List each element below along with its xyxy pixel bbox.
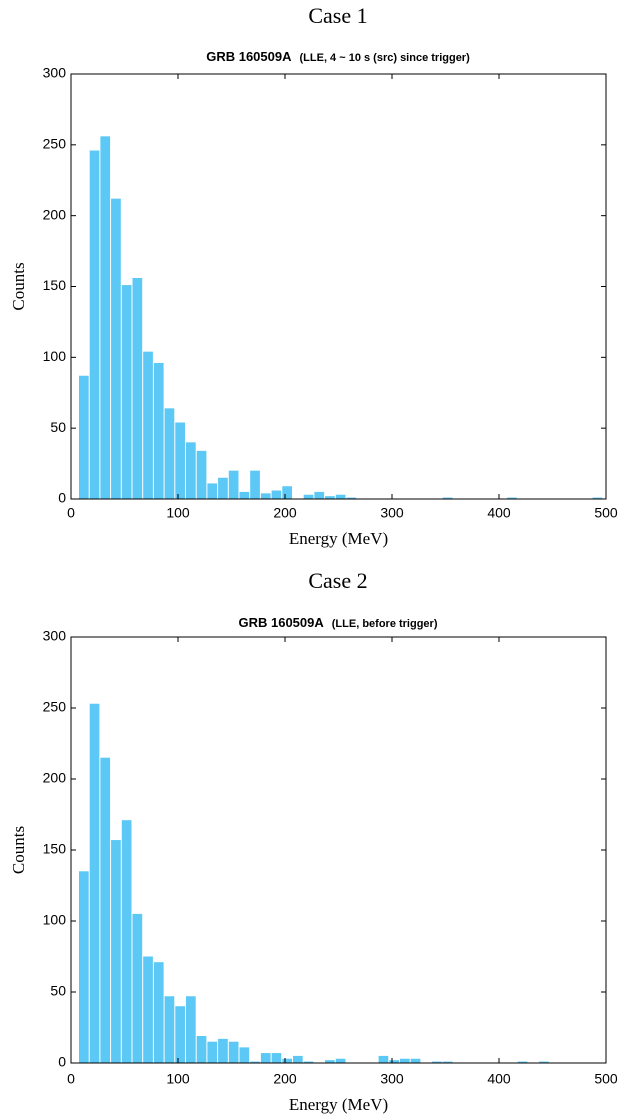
bar <box>282 486 292 499</box>
bar <box>132 278 143 499</box>
bar <box>78 375 89 499</box>
bar <box>111 198 121 499</box>
bar <box>346 497 357 499</box>
y-tick-label: 100 <box>43 912 67 928</box>
bar <box>175 1006 185 1063</box>
y-tick-label: 300 <box>43 628 67 644</box>
bar <box>207 1041 218 1063</box>
bar <box>517 1061 528 1063</box>
bar <box>325 1060 335 1063</box>
bar <box>111 840 121 1063</box>
y-tick-label: 50 <box>50 983 66 999</box>
y-tick-label: 100 <box>43 348 67 364</box>
bar <box>250 470 260 499</box>
y-tick-label: 250 <box>43 136 67 152</box>
bar <box>410 1058 421 1063</box>
y-tick-label: 50 <box>50 419 66 435</box>
bar <box>196 1036 207 1063</box>
chart-title: GRB 160509A (LLE, before trigger) <box>238 615 437 630</box>
bar <box>506 497 517 499</box>
bar <box>100 136 111 500</box>
bar <box>432 1061 442 1063</box>
bar <box>207 483 218 499</box>
x-tick-label: 500 <box>594 1071 618 1087</box>
bar <box>260 493 271 499</box>
bar <box>143 956 153 1063</box>
bar <box>121 820 132 1063</box>
bar <box>196 450 207 499</box>
bar <box>218 1038 228 1063</box>
x-tick-label: 100 <box>166 505 190 521</box>
bar <box>335 1058 346 1063</box>
bar <box>539 1061 549 1063</box>
x-tick-label: 0 <box>67 505 75 521</box>
bar <box>239 1047 250 1063</box>
bar <box>218 477 228 499</box>
bar <box>153 363 164 499</box>
bar <box>78 871 89 1063</box>
bar <box>175 422 185 499</box>
title-main: GRB 160509A <box>238 615 324 630</box>
x-tick-label: 200 <box>273 1071 297 1087</box>
bar <box>228 470 239 499</box>
title-sub: (LLE, 4 ~ 10 s (src) since trigger) <box>300 52 471 64</box>
bar <box>89 703 100 1063</box>
x-tick-label: 400 <box>487 1071 511 1087</box>
bar <box>185 442 196 499</box>
bar <box>282 1058 292 1063</box>
x-tick-label: 300 <box>380 1071 404 1087</box>
x-tick-label: 400 <box>487 505 511 521</box>
title-main: GRB 160509A <box>206 49 292 64</box>
x-tick-label: 0 <box>67 1071 75 1087</box>
bar <box>143 351 153 499</box>
bar <box>132 913 143 1063</box>
bar <box>164 408 175 499</box>
bar <box>314 491 325 499</box>
bar <box>250 1061 260 1063</box>
bar <box>239 491 250 499</box>
bar <box>271 1053 282 1063</box>
bar <box>442 497 453 499</box>
bar <box>164 996 175 1063</box>
bar <box>89 150 100 499</box>
bar <box>260 1053 271 1063</box>
y-tick-label: 200 <box>43 206 67 222</box>
bar <box>303 494 314 499</box>
y-tick-label: 250 <box>43 699 67 715</box>
x-tick-label: 500 <box>594 505 618 521</box>
y-axis-label: Counts <box>9 826 28 874</box>
panel-heading: Case 1 <box>308 3 367 28</box>
title-sub: (LLE, before trigger) <box>332 618 438 630</box>
x-tick-label: 100 <box>166 1071 190 1087</box>
y-tick-label: 150 <box>43 277 67 293</box>
x-axis-label: Energy (MeV) <box>289 529 388 548</box>
bar <box>121 285 132 499</box>
y-tick-label: 0 <box>58 1054 66 1070</box>
bar <box>303 1061 314 1063</box>
y-tick-label: 0 <box>58 490 66 506</box>
bar <box>228 1041 239 1063</box>
bar <box>378 1055 389 1063</box>
x-tick-label: 200 <box>273 505 297 521</box>
y-tick-label: 150 <box>43 841 67 857</box>
bar <box>271 490 282 499</box>
y-tick-label: 200 <box>43 770 67 786</box>
bar <box>592 497 603 499</box>
bar <box>100 757 111 1063</box>
bar <box>442 1061 453 1063</box>
bar <box>292 1055 303 1063</box>
bar <box>185 996 196 1063</box>
bar <box>389 1060 399 1063</box>
y-axis-label: Counts <box>9 262 28 310</box>
panel-heading: Case 2 <box>308 568 367 593</box>
y-tick-label: 300 <box>43 65 67 81</box>
bar <box>335 494 346 499</box>
bar <box>325 496 335 499</box>
chart-title: GRB 160509A (LLE, 4 ~ 10 s (src) since tr… <box>206 49 470 64</box>
x-tick-label: 300 <box>380 505 404 521</box>
bar <box>153 962 164 1063</box>
x-axis-label: Energy (MeV) <box>289 1095 388 1114</box>
bar <box>399 1058 410 1063</box>
